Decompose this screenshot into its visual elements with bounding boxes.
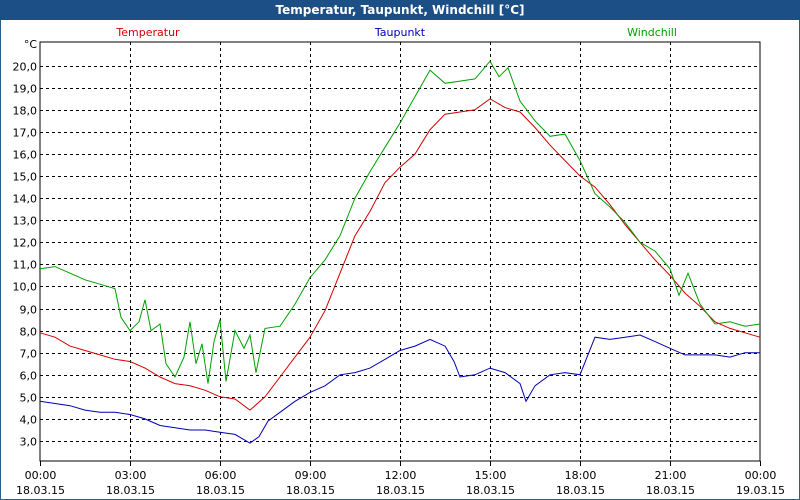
legend-windchill: Windchill bbox=[627, 26, 677, 39]
y-tick-label: 20,0 bbox=[13, 61, 38, 74]
x-tick-time: 00:00 bbox=[745, 469, 777, 482]
y-tick-label: 5,0 bbox=[20, 392, 38, 405]
x-tick-time: 21:00 bbox=[655, 469, 687, 482]
x-tick-time: 18:00 bbox=[565, 469, 597, 482]
legend-temperatur: Temperatur bbox=[115, 26, 180, 39]
y-tick-label: 14,0 bbox=[13, 193, 38, 206]
legend: Temperatur Taupunkt Windchill bbox=[115, 26, 677, 39]
y-tick-label: 10,0 bbox=[13, 281, 38, 294]
x-tick-date: 18.03.15 bbox=[466, 484, 515, 497]
y-tick-label: 13,0 bbox=[13, 215, 38, 228]
series-group bbox=[39, 60, 761, 444]
series-line-taupunkt bbox=[39, 334, 760, 444]
y-tick-label: 18,0 bbox=[13, 105, 38, 118]
x-tick-time: 00:00 bbox=[25, 469, 57, 482]
y-tick-label: 17,0 bbox=[13, 127, 38, 140]
y-tick-label: 9,0 bbox=[20, 304, 38, 317]
grid bbox=[40, 42, 760, 461]
axes bbox=[39, 41, 761, 466]
x-tick-time: 09:00 bbox=[295, 469, 327, 482]
x-tick-date: 18.03.15 bbox=[646, 484, 695, 497]
series-line-windchill bbox=[39, 60, 761, 384]
x-tick-time: 12:00 bbox=[385, 469, 417, 482]
y-tick-label: 15,0 bbox=[13, 171, 38, 184]
y-tick-label: 7,0 bbox=[20, 348, 38, 361]
y-unit-label: °C bbox=[24, 38, 38, 51]
x-tick-date: 18.03.15 bbox=[286, 484, 335, 497]
y-tick-label: 16,0 bbox=[13, 149, 38, 162]
x-tick-time: 15:00 bbox=[475, 469, 507, 482]
x-tick-date: 18.03.15 bbox=[196, 484, 245, 497]
y-tick-label: 11,0 bbox=[13, 259, 38, 272]
y-tick-label: 6,0 bbox=[20, 370, 38, 383]
x-tick-date: 19.03.15 bbox=[736, 484, 785, 497]
x-tick-date: 18.03.15 bbox=[16, 484, 65, 497]
x-tick-date: 18.03.15 bbox=[376, 484, 425, 497]
y-tick-label: 19,0 bbox=[13, 83, 38, 96]
x-tick-date: 18.03.15 bbox=[106, 484, 155, 497]
window-title: Temperatur, Taupunkt, Windchill [°C] bbox=[0, 0, 800, 20]
y-tick-label: 8,0 bbox=[20, 326, 38, 339]
x-tick-date: 18.03.15 bbox=[556, 484, 605, 497]
y-tick-label: 4,0 bbox=[20, 414, 38, 427]
y-tick-label: 3,0 bbox=[20, 436, 38, 449]
legend-taupunkt: Taupunkt bbox=[374, 26, 426, 39]
x-tick-time: 06:00 bbox=[205, 469, 237, 482]
x-tick-time: 03:00 bbox=[115, 469, 147, 482]
y-tick-label: 12,0 bbox=[13, 237, 38, 250]
tick-labels: 20,0 19,0 18,0 17,0 16,0 15,0 14,0 13,0 12,0 11,0… bbox=[13, 38, 785, 497]
